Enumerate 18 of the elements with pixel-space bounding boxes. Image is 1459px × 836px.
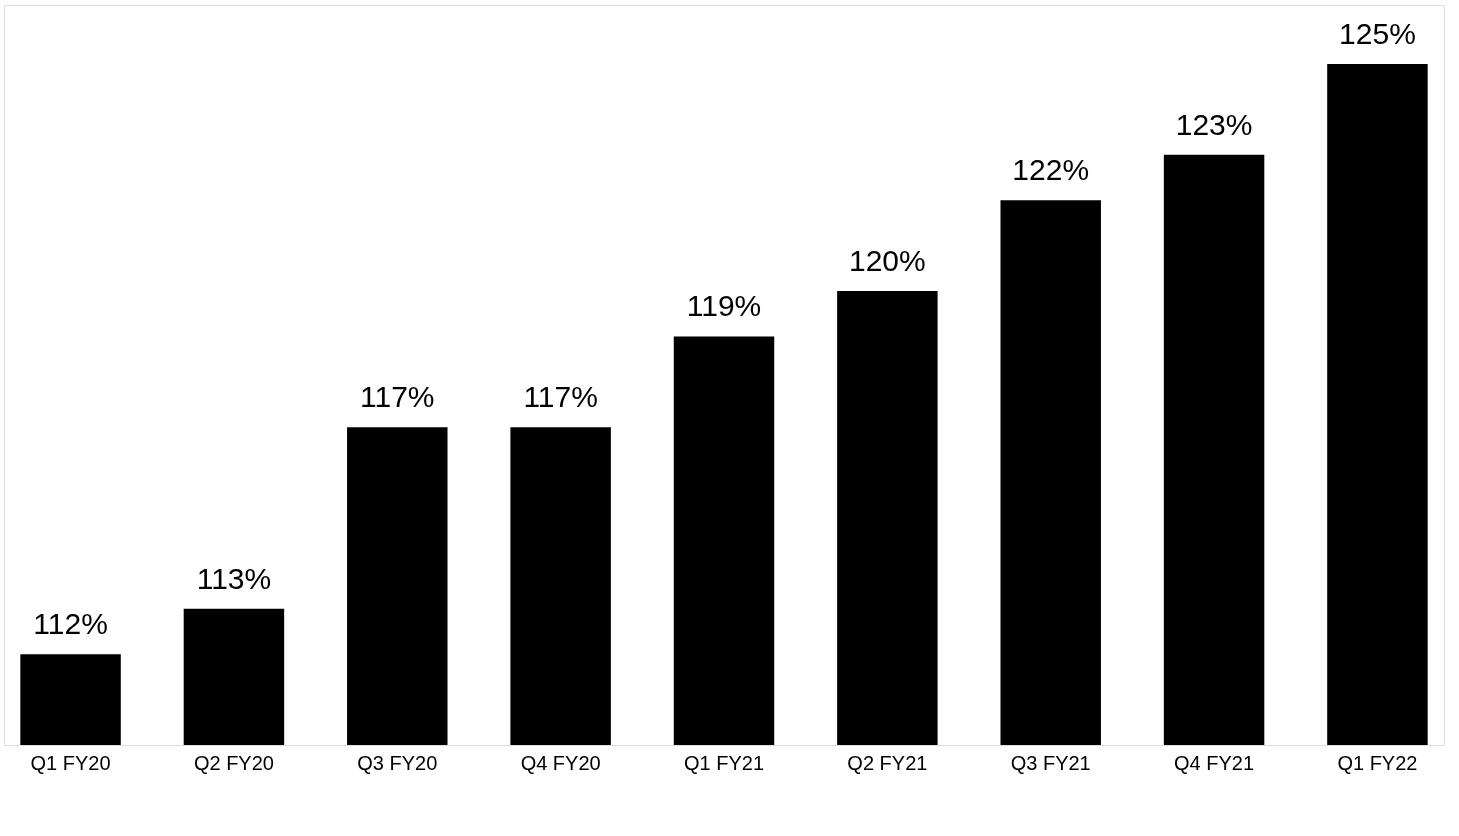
x-tick-label: Q4 FY21 (1174, 751, 1255, 774)
x-tick-label: Q3 FY21 (1010, 751, 1091, 774)
x-tick-label: Q4 FY20 (520, 751, 601, 774)
data-label: 122% (1012, 153, 1090, 187)
data-label: 117% (360, 380, 435, 414)
data-label: 119% (686, 289, 762, 323)
data-label: 112% (33, 607, 108, 641)
data-label: 125% (1339, 17, 1416, 51)
data-label: 113% (196, 561, 272, 595)
x-tick-label: Q1 FY20 (30, 751, 111, 774)
data-label: 120% (848, 244, 926, 278)
data-label: 123% (1175, 107, 1253, 141)
data-label: 117% (523, 380, 598, 414)
x-tick-label: Q1 FY21 (683, 751, 765, 774)
x-tick-label: Q1 FY22 (1337, 751, 1418, 774)
x-tick-label: Q2 FY21 (847, 751, 928, 774)
x-tick-label: Q3 FY20 (357, 751, 438, 774)
x-tick-label: Q2 FY20 (193, 751, 274, 774)
